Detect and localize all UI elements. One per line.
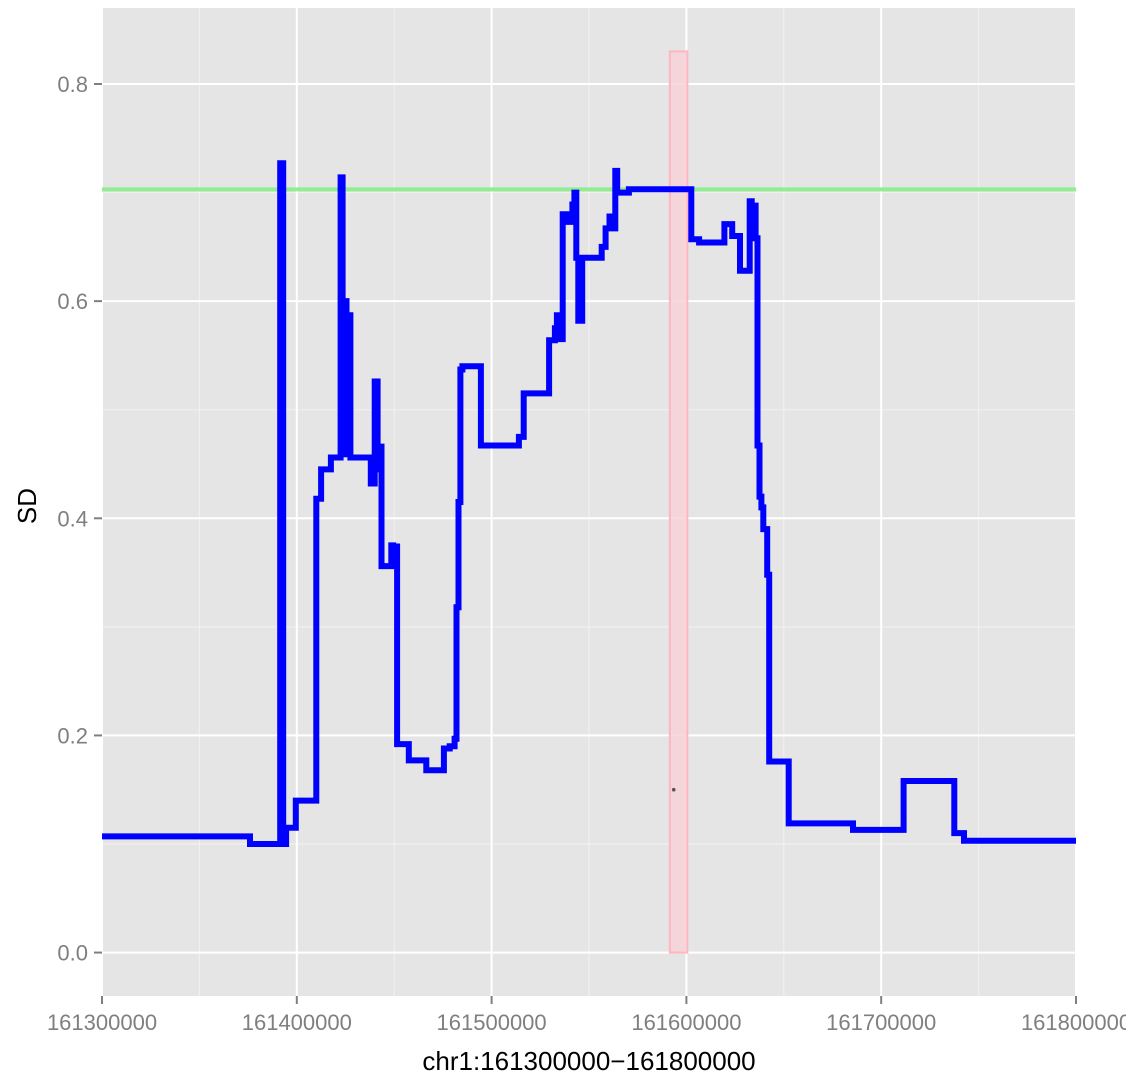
x-tick-label: 161400000 [242, 1010, 352, 1035]
x-axis: 161300000 161400000 161500000 161600000 1617… [47, 996, 1126, 1035]
x-tick-label: 161500000 [437, 1010, 547, 1035]
series-layer [102, 160, 1076, 847]
y-tick-label: 0.0 [57, 941, 88, 966]
highlight-region [668, 50, 689, 954]
x-tick-label: 161800000 [1021, 1010, 1126, 1035]
grid-lines [101, 8, 1077, 996]
x-tick-label: 161700000 [826, 1010, 936, 1035]
highlight-layer [668, 50, 689, 954]
y-tick-label: 0.6 [57, 289, 88, 314]
data-marker [671, 787, 676, 792]
y-axis-title: SD [12, 488, 42, 524]
x-tick-label: 161600000 [631, 1010, 741, 1035]
y-tick-label: 0.8 [57, 72, 88, 97]
y-axis: 0.0 0.2 0.4 0.6 0.8 [57, 72, 102, 966]
y-tick-label: 0.4 [57, 506, 88, 531]
y-tick-label: 0.2 [57, 723, 88, 748]
marker-layer [671, 787, 676, 792]
x-axis-title: chr1:161300000−161800000 [422, 1046, 755, 1076]
sd-series-line [102, 160, 1076, 847]
x-tick-label: 161300000 [47, 1010, 157, 1035]
